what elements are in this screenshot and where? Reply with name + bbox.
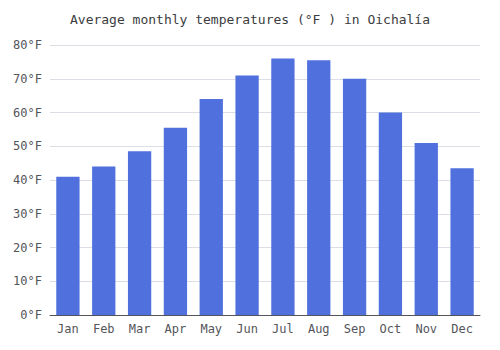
svg-text:60°F: 60°F: [13, 106, 42, 120]
svg-text:Mar: Mar: [129, 322, 151, 336]
svg-text:Apr: Apr: [165, 322, 187, 336]
svg-text:Oct: Oct: [380, 322, 402, 336]
svg-text:Nov: Nov: [415, 322, 437, 336]
svg-text:10°F: 10°F: [13, 274, 42, 288]
svg-text:50°F: 50°F: [13, 139, 42, 153]
svg-text:May: May: [200, 322, 222, 336]
svg-text:30°F: 30°F: [13, 207, 42, 221]
svg-text:Dec: Dec: [451, 322, 473, 336]
svg-text:0°F: 0°F: [20, 308, 42, 322]
svg-text:Jul: Jul: [272, 322, 294, 336]
svg-text:Aug: Aug: [308, 322, 330, 336]
svg-text:80°F: 80°F: [13, 38, 42, 52]
svg-text:Jan: Jan: [57, 322, 79, 336]
svg-text:20°F: 20°F: [13, 241, 42, 255]
svg-text:Jun: Jun: [236, 322, 258, 336]
svg-text:40°F: 40°F: [13, 173, 42, 187]
svg-text:Feb: Feb: [93, 322, 115, 336]
svg-text:70°F: 70°F: [13, 72, 42, 86]
svg-text:Average monthly temperatures (: Average monthly temperatures (°F ) in Oi…: [70, 12, 430, 27]
svg-text:Sep: Sep: [344, 322, 366, 336]
